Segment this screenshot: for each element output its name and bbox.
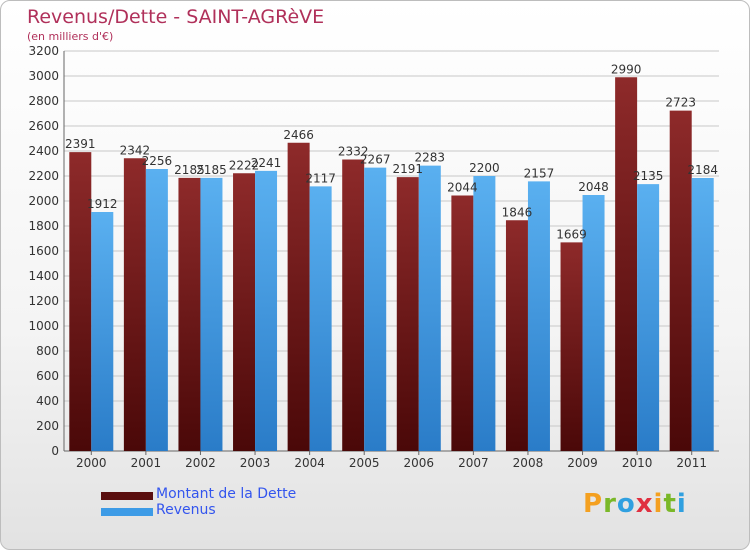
grid-layer — [63, 50, 719, 455]
bar-dette — [669, 110, 692, 451]
x-tick-label: 2011 — [676, 456, 707, 470]
x-tick-label: 2001 — [131, 456, 162, 470]
chart-title: Revenus/Dette - SAINT-AGRèVE — [27, 6, 325, 28]
y-tick-label: 2000 — [28, 194, 59, 208]
y-tick-label: 1400 — [28, 269, 59, 283]
x-tick-label: 2003 — [240, 456, 271, 470]
data-label: 2184 — [687, 163, 718, 177]
x-tick-label: 2002 — [185, 456, 216, 470]
bar-dette — [560, 242, 583, 451]
y-tick-label: 3000 — [28, 69, 59, 83]
y-tick-label: 1000 — [28, 319, 59, 333]
data-label: 2157 — [524, 166, 555, 180]
y-tick-label: 200 — [36, 419, 59, 433]
data-label: 2117 — [305, 171, 336, 185]
chart-subtitle: (en milliers d'€) — [27, 30, 114, 43]
x-tick-label: 2006 — [404, 456, 435, 470]
y-tick-label: 400 — [36, 394, 59, 408]
x-tick-label: 2009 — [567, 456, 598, 470]
x-tick-label: 2007 — [458, 456, 489, 470]
y-tick-label: 1200 — [28, 294, 59, 308]
logo-letter: x — [635, 489, 654, 519]
y-tick-label: 2400 — [28, 144, 59, 158]
bar-dette — [178, 177, 201, 451]
data-label: 2332 — [338, 145, 369, 159]
bar-revenus — [691, 178, 714, 451]
bar-dette — [615, 77, 638, 451]
legend-swatch-dette — [101, 492, 153, 500]
data-label: 2283 — [415, 151, 446, 165]
data-label: 2044 — [447, 181, 478, 195]
y-tick-label: 1800 — [28, 219, 59, 233]
data-label: 2241 — [251, 156, 282, 170]
y-tick-label: 2200 — [28, 169, 59, 183]
proxiti-logo: Proxiti — [583, 489, 687, 519]
data-label: 1912 — [87, 197, 118, 211]
labels-layer: 0 200 400 600 800 1000 1200 1400 1600 1800 2000 220… — [28, 44, 718, 470]
bars-layer — [69, 77, 714, 451]
bar-dette — [233, 173, 256, 451]
data-label: 2723 — [665, 96, 696, 110]
y-tick-label: 3200 — [28, 44, 59, 58]
bar-revenus — [473, 176, 496, 451]
bar-revenus — [255, 170, 278, 451]
x-tick-label: 2008 — [513, 456, 544, 470]
x-tick-label: 2004 — [294, 456, 325, 470]
bar-revenus — [309, 186, 332, 451]
bar-revenus — [145, 169, 168, 451]
x-tick-label: 2000 — [76, 456, 107, 470]
logo-letter: o — [616, 489, 636, 519]
logo-letter: t — [663, 489, 677, 519]
data-label: 2185 — [196, 163, 227, 177]
bar-dette — [342, 159, 365, 451]
y-tick-label: 600 — [36, 369, 59, 383]
data-label: 2200 — [469, 161, 500, 175]
data-label: 2466 — [283, 128, 314, 142]
bar-dette — [287, 142, 310, 451]
data-label: 1669 — [556, 227, 587, 241]
data-label: 2048 — [578, 180, 609, 194]
legend-swatch-revenus — [101, 508, 153, 516]
data-label: 2185 — [174, 163, 205, 177]
logo-letter: P — [583, 489, 604, 519]
bar-revenus — [200, 177, 223, 451]
bar-revenus — [364, 167, 387, 451]
bar-dette — [69, 152, 92, 451]
x-tick-label: 2010 — [622, 456, 653, 470]
bar-revenus — [582, 195, 605, 451]
y-tick-label: 2600 — [28, 119, 59, 133]
legend-label-revenus: Revenus — [156, 502, 216, 518]
logo-letter: r — [603, 489, 617, 519]
y-tick-label: 800 — [36, 344, 59, 358]
bar-revenus — [418, 165, 441, 451]
data-label: 2256 — [142, 154, 173, 168]
bar-dette — [396, 177, 419, 451]
data-label: 1846 — [502, 205, 533, 219]
logo-letter: i — [653, 489, 664, 519]
bar-dette — [451, 195, 474, 451]
logo-letter: i — [676, 489, 687, 519]
bar-revenus — [527, 181, 550, 451]
y-tick-label: 2800 — [28, 94, 59, 108]
legend-label-dette: Montant de la Dette — [156, 486, 297, 502]
y-tick-label: 0 — [51, 444, 59, 458]
bar-dette — [123, 158, 146, 451]
data-label: 2990 — [611, 62, 642, 76]
bar-revenus — [637, 184, 660, 451]
y-tick-label: 1600 — [28, 244, 59, 258]
data-label: 2342 — [120, 143, 151, 157]
bar-dette — [505, 220, 528, 451]
data-label: 2222 — [229, 158, 260, 172]
data-label: 2267 — [360, 153, 391, 167]
data-label: 2391 — [65, 137, 96, 151]
data-label: 2135 — [633, 169, 664, 183]
data-label: 2191 — [393, 162, 424, 176]
x-tick-label: 2005 — [349, 456, 380, 470]
bar-revenus — [91, 212, 114, 451]
